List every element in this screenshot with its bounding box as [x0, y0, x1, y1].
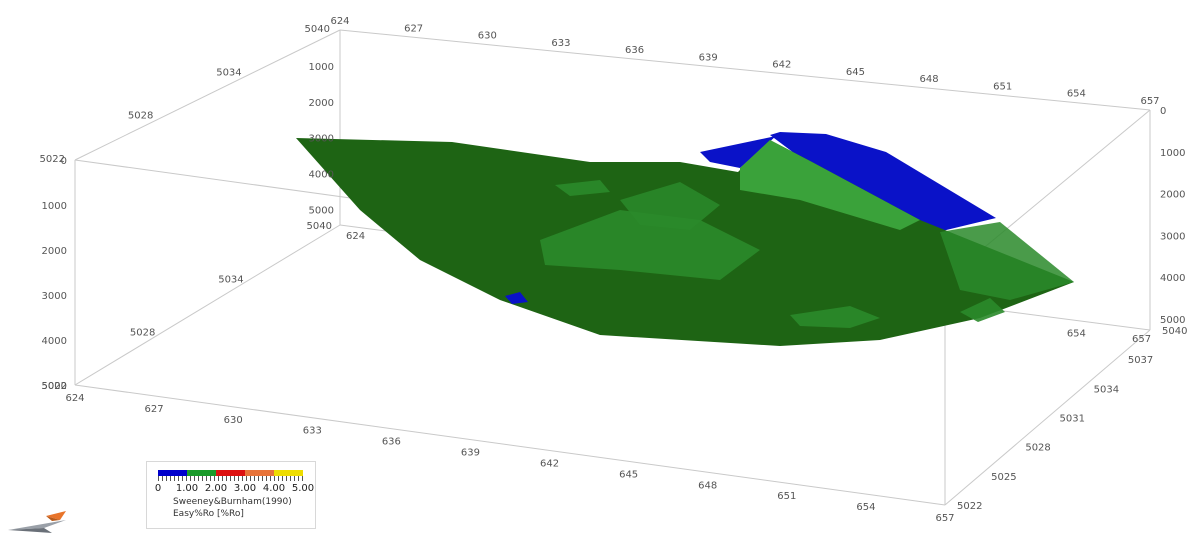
z-tick-label-right: 1000	[1160, 148, 1185, 159]
legend-label: 5.00	[291, 483, 315, 494]
surface-basin	[540, 210, 760, 280]
x-tick-label-bottom: 633	[303, 426, 322, 437]
z-tick-label-left: 3000	[42, 291, 67, 302]
color-legend: 0 1.00 2.00 3.00 4.00 5.00 Sweeney&Burnham(19…	[146, 461, 316, 529]
x-tick-label-top: 627	[404, 23, 423, 34]
z-tick-label-back: 4000	[309, 170, 334, 181]
surface-spot	[555, 180, 610, 196]
tick-labels: 624 624 627 627 630 630 633 633 636 636 639 639 642 6…	[40, 16, 1188, 524]
legend-label: 0	[154, 483, 162, 494]
y-tick-label-right: 5040	[1162, 326, 1187, 337]
z-tick-label-back: 1000	[309, 62, 334, 73]
z-tick-label-left: 5000	[42, 381, 67, 392]
y-tick-label-right: 5022	[957, 501, 982, 512]
x-tick-label-top: 624	[330, 16, 349, 27]
x-tick-label-bottom: 642	[540, 458, 559, 469]
y-tick-label-bottom: 5034	[218, 274, 243, 285]
x-tick-label-bottom: 654	[856, 502, 875, 513]
legend-color-bar	[158, 470, 303, 476]
x-tick-label-bottom: 636	[382, 437, 401, 448]
z-tick-label-left: 2000	[42, 246, 67, 257]
legend-label: 1.00	[175, 483, 199, 494]
x-tick-label-top: 651	[993, 81, 1012, 92]
y-tick-label-right: 5034	[1094, 384, 1119, 395]
y-tick-label-top: 5034	[216, 67, 241, 78]
y-tick-label-top: 5022	[40, 154, 65, 165]
x-tick-label-top: 639	[699, 52, 718, 63]
surface-patch-low	[505, 292, 528, 304]
legend-labels: 0 1.00 2.00 3.00 4.00 5.00	[152, 483, 315, 495]
legend-label: 4.00	[262, 483, 286, 494]
y-tick-label-bottom: 5022	[42, 381, 67, 392]
x-tick-label-bottom: 630	[224, 415, 243, 426]
x-tick-label-top: 642	[772, 60, 791, 71]
y-tick-label-right: 5037	[1128, 355, 1153, 366]
box-edge	[339, 29, 1151, 111]
y-tick-label-bottom: 5040	[307, 221, 332, 232]
z-tick-label-right: 2000	[1160, 190, 1185, 201]
y-tick-label-top: 5028	[128, 111, 153, 122]
surface-spot	[960, 298, 1005, 322]
x-tick-label-top: 633	[551, 38, 570, 49]
legend-color-segment	[216, 470, 245, 476]
y-tick-label-right: 5031	[1060, 414, 1085, 425]
surface-basin	[620, 182, 720, 230]
x-tick-label-bottom: 645	[619, 469, 638, 480]
box-edge	[74, 224, 341, 386]
y-tick-label-right: 5025	[991, 472, 1016, 483]
z-tick-label-back: 2000	[309, 98, 334, 109]
orientation-arrow-icon[interactable]	[6, 508, 76, 534]
x-tick-label-top: 636	[625, 45, 644, 56]
z-tick-label-right: 4000	[1160, 273, 1185, 284]
z-tick-label-back: 5000	[309, 205, 334, 216]
x-tick-label-top: 648	[920, 74, 939, 85]
z-tick-label-right: 0	[1160, 106, 1166, 117]
y-tick-label-top: 5040	[305, 24, 330, 35]
y-tick-label-bottom: 5028	[130, 328, 155, 339]
legend-color-segment	[274, 470, 303, 476]
legend-color-segment	[187, 470, 216, 476]
box-edge	[74, 29, 341, 161]
y-tick-label-right: 5028	[1025, 443, 1050, 454]
legend-color-segment	[245, 470, 274, 476]
surface-patch-low	[700, 136, 776, 168]
x-tick-label-top: 630	[478, 31, 497, 42]
box-edge	[74, 384, 946, 506]
box-edge	[944, 329, 1151, 506]
surface-spot	[790, 306, 880, 328]
surface-flank	[940, 222, 1074, 300]
x-tick-label-bottom: 627	[145, 404, 164, 415]
z-tick-label-left: 4000	[42, 336, 67, 347]
z-tick-label-back: 3000	[309, 134, 334, 145]
legend-color-segment	[158, 470, 187, 476]
surface-patch-low	[770, 132, 996, 232]
z-tick-label-left: 0	[61, 156, 67, 167]
x-tick-label-top: 654	[1067, 89, 1086, 100]
legend-label: 2.00	[204, 483, 228, 494]
surface-ridge	[740, 140, 920, 230]
x-tick-label-top: 645	[846, 67, 865, 78]
z-tick-label-right: 5000	[1160, 315, 1185, 326]
x-tick-label-bottom: 639	[461, 448, 480, 459]
x-tick-label-back: 654	[1067, 328, 1086, 339]
x-tick-label-back: 624	[346, 231, 365, 242]
legend-label: 3.00	[233, 483, 257, 494]
x-tick-label-bottom: 651	[777, 491, 796, 502]
x-tick-label-top: 657	[1140, 96, 1159, 107]
z-tick-label-right: 3000	[1160, 231, 1185, 242]
z-tick-label-left: 1000	[42, 201, 67, 212]
legend-model-name: Sweeney&Burnham(1990)	[173, 497, 292, 507]
x-tick-label-bottom: 624	[65, 393, 84, 404]
x-tick-label-bottom: 648	[698, 480, 717, 491]
x-tick-label-back: 657	[1132, 334, 1151, 345]
x-tick-label-bottom: 657	[935, 513, 954, 524]
legend-unit: Easy%Ro [%Ro]	[173, 509, 244, 519]
legend-tick-marks	[158, 476, 303, 481]
surface	[296, 132, 1074, 346]
